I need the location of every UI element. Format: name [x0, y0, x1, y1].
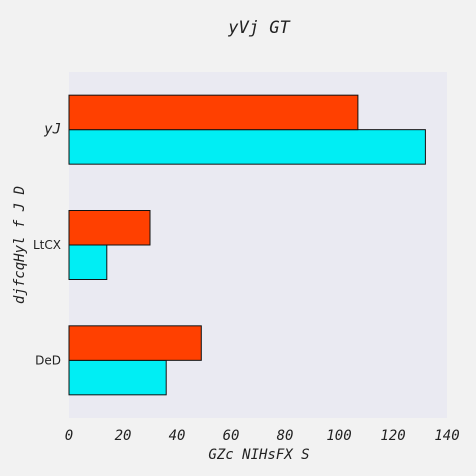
bars-group — [68, 94, 426, 396]
y-axis-label: djfcqHyl f J D — [12, 186, 28, 304]
bar-yj-series-0 — [68, 129, 426, 165]
bar-yj-series-1 — [68, 94, 359, 131]
bar-ded-series-0 — [68, 359, 167, 396]
x-tick-label-100: 100 — [326, 428, 351, 444]
y-tick-label-yj: yJ — [43, 122, 61, 138]
chart-title: yVj GT — [227, 18, 291, 38]
bar-ltcx-series-0 — [68, 244, 108, 280]
x-tick-label-0: 0 — [65, 428, 73, 444]
x-tick-label-20: 20 — [115, 428, 132, 444]
x-tick-label-140: 140 — [434, 428, 459, 444]
x-tick-label-120: 120 — [380, 428, 405, 444]
x-axis-label: GZc NIHsFX S — [208, 447, 309, 463]
x-tick-label-40: 40 — [169, 428, 186, 444]
x-tick-label-80: 80 — [277, 428, 294, 444]
bar-ltcx-series-1 — [68, 210, 151, 246]
y-tick-labels: DeD LtCX yJ — [33, 122, 61, 368]
x-tick-labels: 0 20 40 60 80 100 120 140 — [65, 428, 460, 444]
y-tick-label-ltcx: LtCX — [33, 238, 61, 252]
x-tick-label-60: 60 — [223, 428, 240, 444]
y-tick-label-ded: DeD — [35, 353, 61, 367]
bar-ded-series-1 — [68, 325, 202, 361]
